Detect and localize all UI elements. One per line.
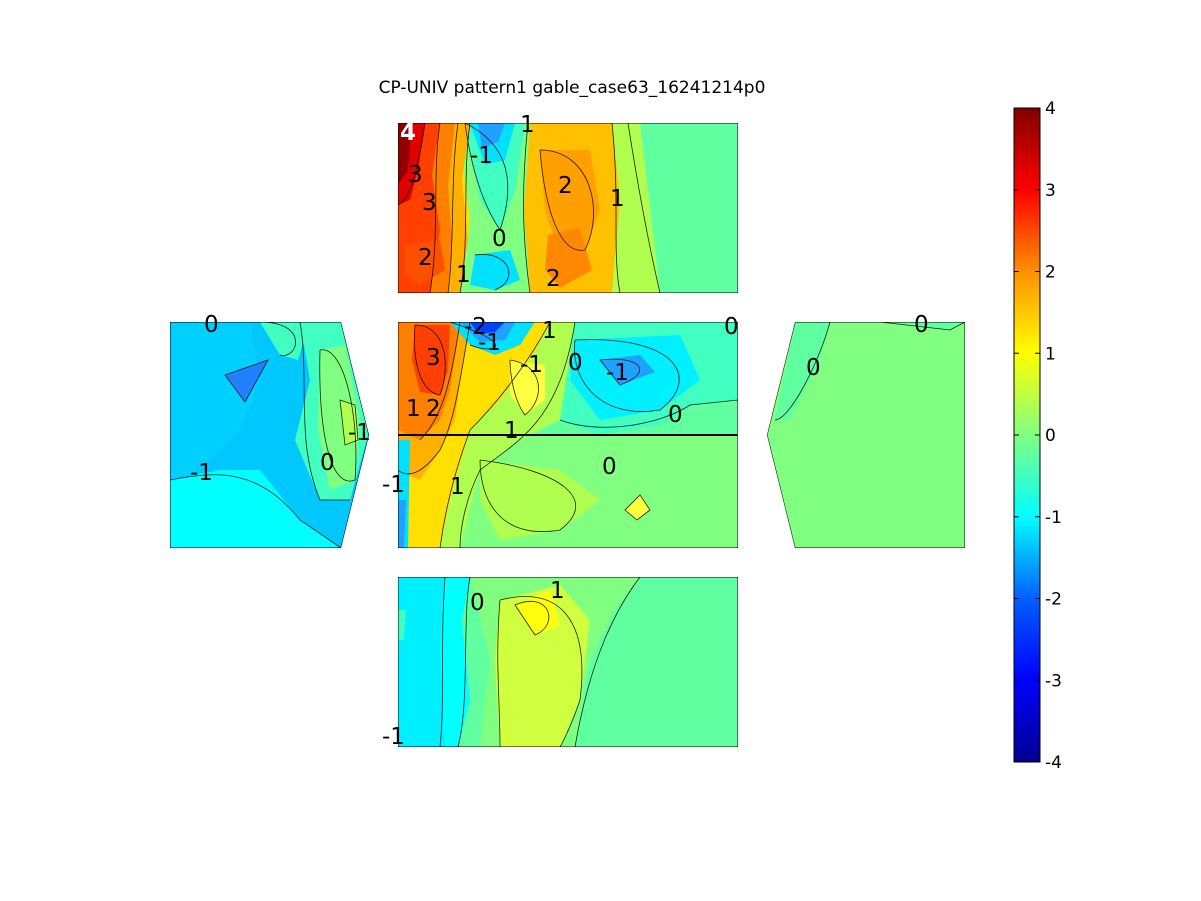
contour-label: 1 — [450, 474, 465, 500]
labels-center: -2 -1 1 0 3 -1 0 -1 1 2 0 1 0 -1 1 — [382, 314, 739, 500]
contour-label: 1 — [520, 112, 535, 138]
labels-right: 0 0 — [806, 312, 929, 381]
contour-label: 1 — [456, 262, 471, 288]
contour-label: 2 — [418, 245, 433, 271]
panel-top — [398, 123, 738, 293]
contour-label: 0 — [806, 355, 821, 381]
contour-label: 3 — [408, 162, 423, 188]
contour-label: 1 — [406, 396, 421, 422]
colorbar-tick-label: 1 — [1045, 344, 1056, 364]
contour-label: 1 — [542, 318, 557, 344]
contour-label: 0 — [470, 590, 485, 616]
contour-label: 1 — [610, 186, 625, 212]
contour-label: 0 — [204, 312, 219, 338]
contour-label: 4 — [400, 120, 416, 146]
colorbar-tick-label: -1 — [1045, 508, 1062, 528]
contour-label: 0 — [320, 450, 335, 476]
labels-left: 0 -1 0 -1 — [190, 312, 371, 486]
contour-label: 1 — [504, 418, 519, 444]
contour-label: 3 — [422, 190, 437, 216]
contour-label: -2 — [464, 314, 487, 340]
colorbar-tick-label: 3 — [1045, 181, 1056, 201]
contour-label: 1 — [550, 578, 565, 604]
panel-center — [398, 322, 738, 548]
contour-label: -1 — [382, 724, 405, 750]
colorbar-tick-label: 2 — [1045, 263, 1056, 283]
contour-label: 0 — [914, 312, 929, 338]
colorbar-tick-label: 0 — [1045, 426, 1056, 446]
labels-top: 4 -1 1 3 3 2 1 0 2 1 2 — [400, 112, 625, 292]
contour-label: 0 — [668, 402, 683, 428]
contour-label: -1 — [478, 330, 501, 356]
contour-label: 2 — [426, 396, 441, 422]
panel-bottom — [398, 577, 738, 747]
contour-label: 2 — [558, 173, 573, 199]
contour-label: -1 — [382, 472, 405, 498]
contour-label: -1 — [190, 460, 213, 486]
chart-title: CP-UNIV pattern1 gable_case63_16241214p0 — [379, 78, 766, 98]
contour-label: -1 — [470, 143, 493, 169]
contour-label: -1 — [606, 360, 629, 386]
contour-label: 0 — [568, 350, 583, 376]
colorbar: -4 -3 -2 -1 0 1 2 3 4 — [1013, 99, 1062, 773]
panel-left — [170, 322, 369, 548]
contour-label: -1 — [520, 352, 543, 378]
contour-label: 0 — [724, 314, 739, 340]
colorbar-tick-label: -4 — [1045, 753, 1062, 773]
colorbar-tick-label: 4 — [1045, 99, 1056, 119]
contour-label: 2 — [546, 266, 561, 292]
contour-label: 3 — [426, 345, 441, 371]
contour-label: 0 — [492, 226, 507, 252]
labels-bottom: 0 1 -1 — [382, 578, 565, 750]
contour-label: 0 — [602, 454, 617, 480]
colorbar-tick-label: -2 — [1045, 590, 1062, 610]
panel-right — [767, 322, 965, 548]
colorbar-tick-label: -3 — [1045, 671, 1062, 691]
contour-label: -1 — [348, 420, 371, 446]
